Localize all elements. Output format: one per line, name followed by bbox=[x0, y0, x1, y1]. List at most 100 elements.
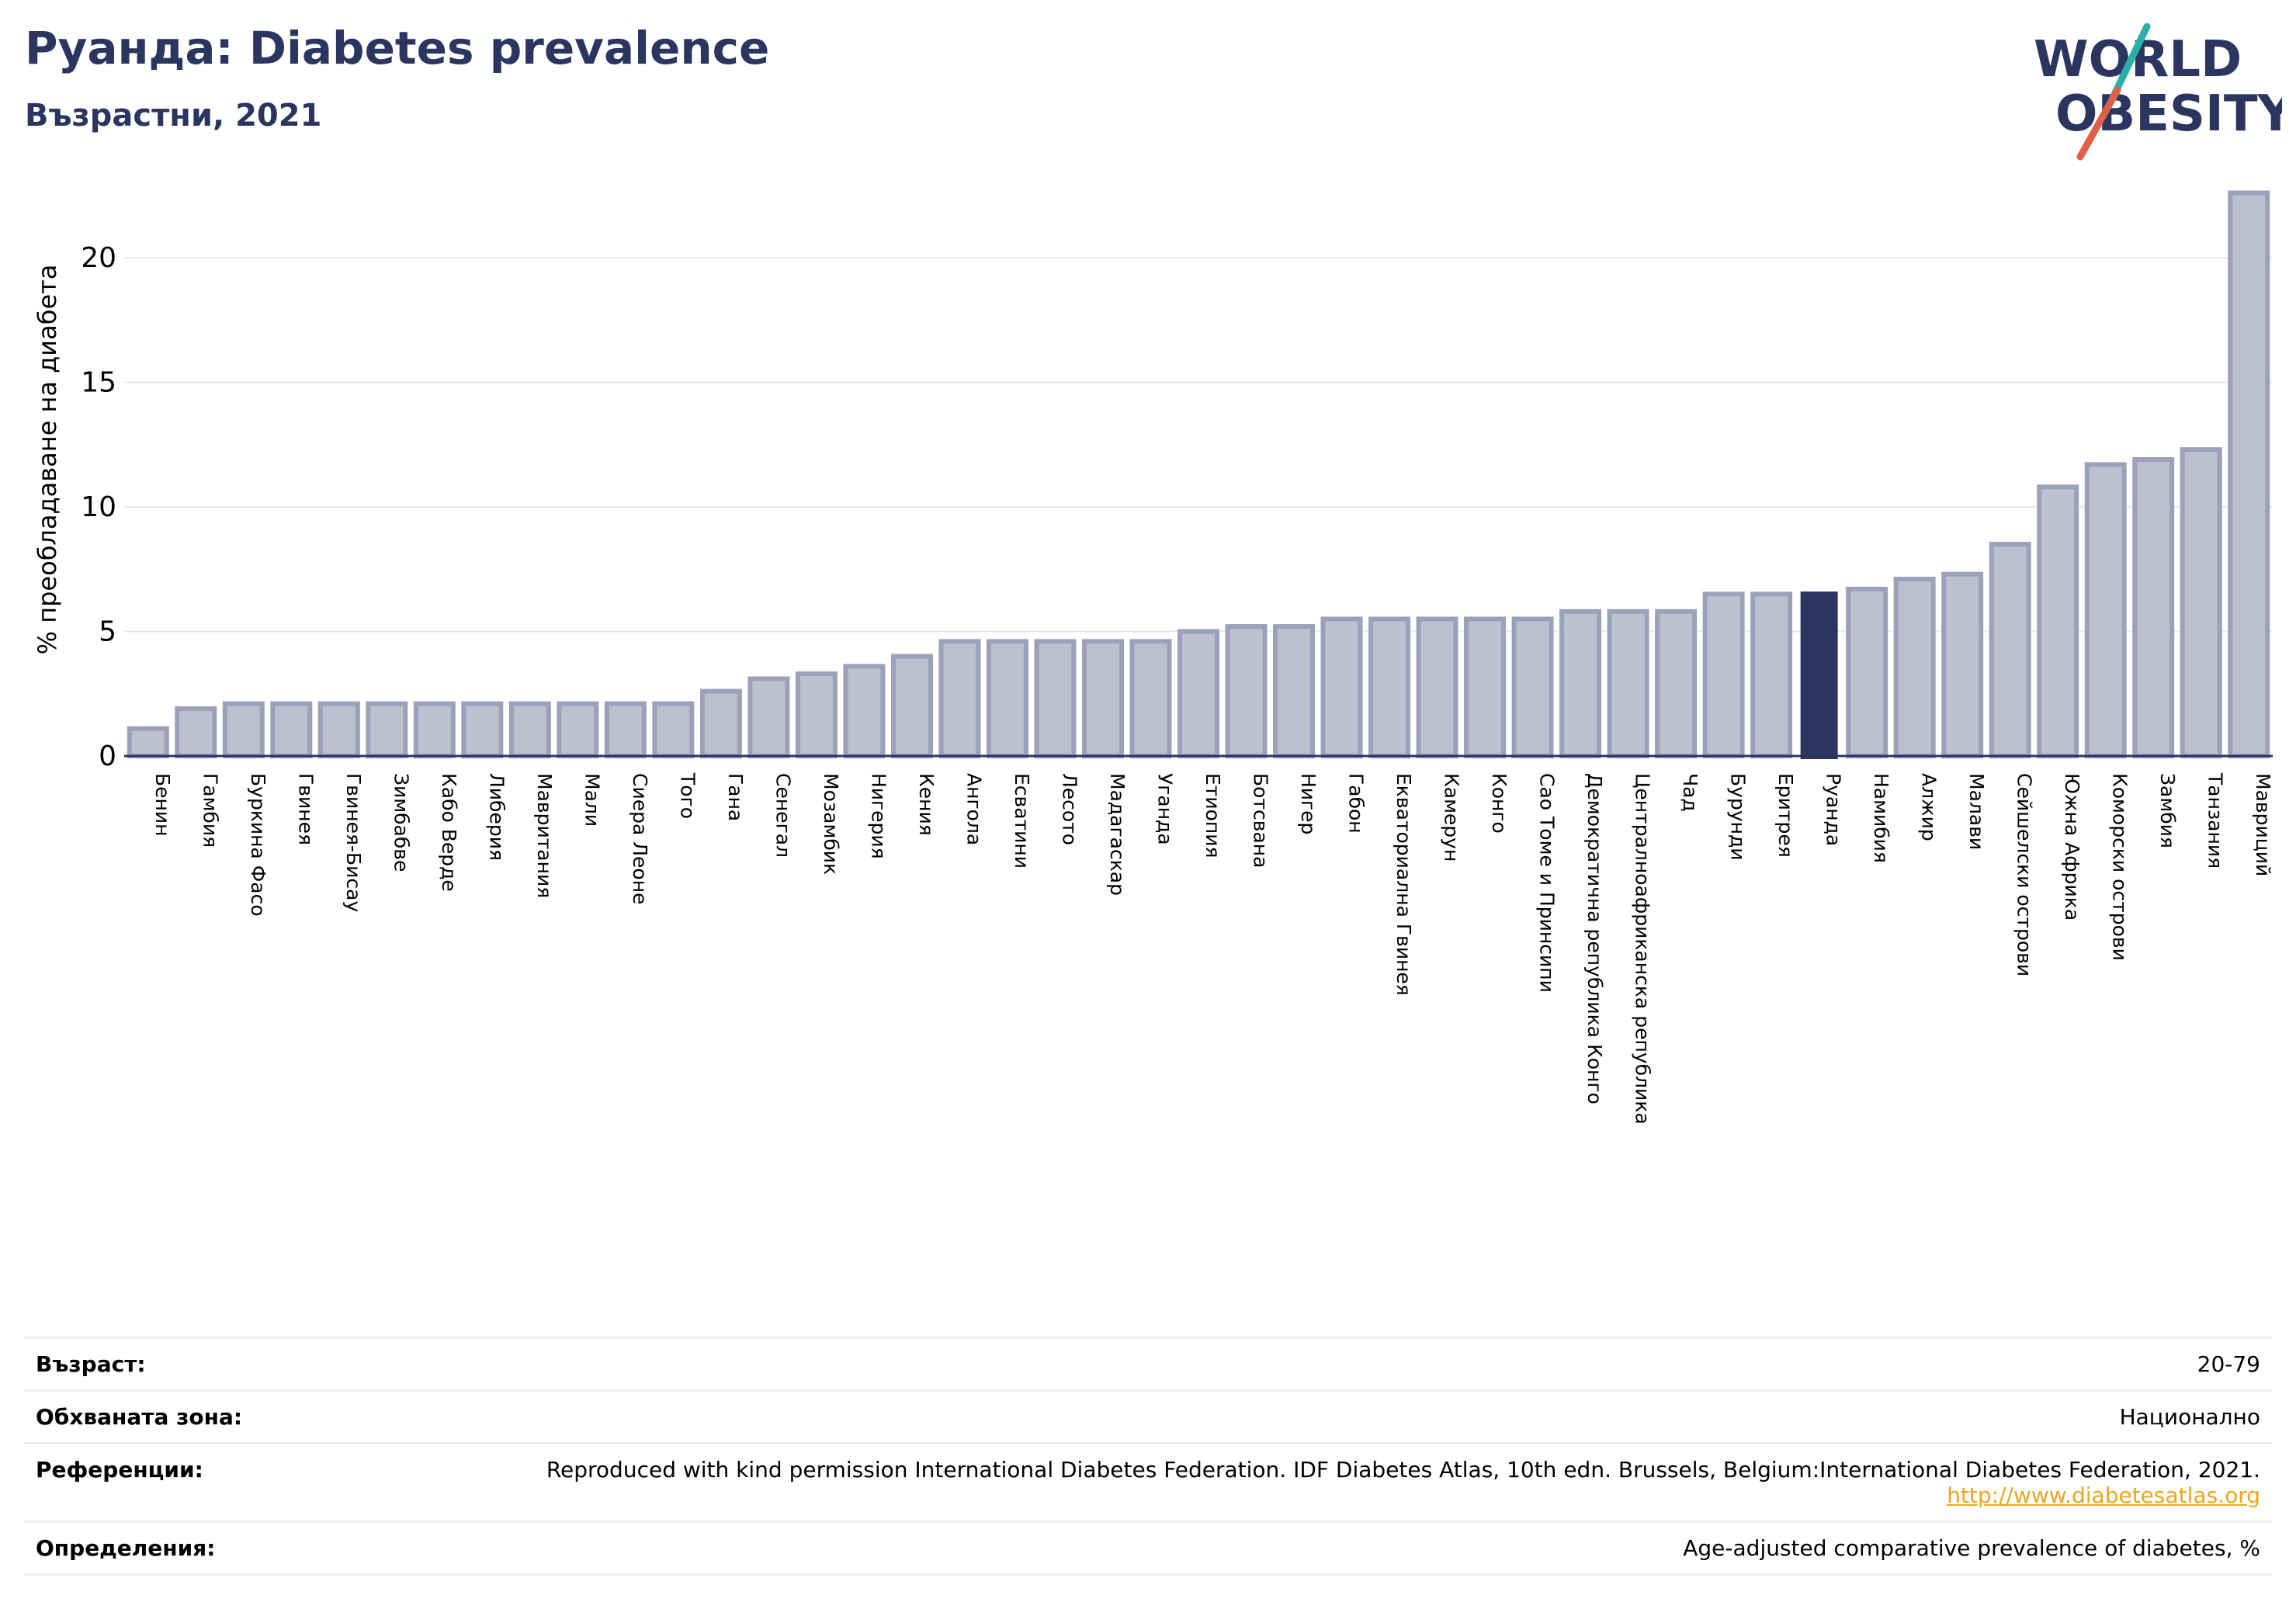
bar-22 bbox=[1177, 629, 1219, 758]
x-tick-label: Мозамбик bbox=[820, 773, 842, 875]
x-tick-label: Танзания bbox=[2204, 772, 2227, 869]
x-tick-label: Конго bbox=[1488, 773, 1510, 834]
bar-4 bbox=[317, 701, 360, 759]
info-label: Обхваната зона: bbox=[36, 1404, 243, 1430]
bar-32 bbox=[1655, 609, 1698, 758]
info-row: Обхваната зона: Национално bbox=[23, 1390, 2273, 1444]
bar-23 bbox=[1225, 624, 1268, 759]
bar-17 bbox=[938, 639, 981, 759]
x-axis-ticks: Бенин Гамбия Буркина Фасо Гвинея Гвинея-Биса… bbox=[151, 772, 2274, 1125]
x-tick-label: Етиопия bbox=[1202, 773, 1224, 858]
x-tick-label: Чад bbox=[1679, 773, 1701, 812]
y-tick-label: 0 bbox=[99, 740, 116, 772]
bar-13 bbox=[747, 676, 790, 758]
x-tick-label: Кабо Верде bbox=[438, 773, 460, 892]
bar-43 bbox=[2180, 447, 2222, 758]
bar-18 bbox=[986, 639, 1028, 759]
x-tick-label: Централноафриканска република bbox=[1632, 773, 1654, 1125]
x-tick-label: Руанда bbox=[1823, 773, 1845, 846]
chart-subtitle: Възрастни, 2021 bbox=[25, 98, 322, 134]
x-tick-label: Сенегал bbox=[772, 773, 794, 858]
x-tick-label: Нигер bbox=[1297, 773, 1320, 834]
x-tick-label: Демократична република Конго bbox=[1583, 773, 1606, 1105]
bar-9 bbox=[557, 701, 599, 759]
info-label: Референции: bbox=[36, 1457, 203, 1483]
x-tick-label: Мавриций bbox=[2252, 773, 2274, 876]
y-tick-label: 5 bbox=[99, 616, 116, 648]
info-value-text: Reproduced with kind permission Internat… bbox=[546, 1457, 2260, 1483]
logo-slash-red bbox=[2076, 86, 2121, 161]
x-tick-label: Еритрея bbox=[1774, 773, 1797, 858]
x-tick-label: Алжир bbox=[1918, 773, 1941, 841]
bars bbox=[127, 190, 2270, 759]
bar-28 bbox=[1464, 616, 1507, 759]
info-value-text: 20-79 bbox=[2197, 1351, 2260, 1377]
x-tick-label: Гвинея bbox=[294, 773, 317, 845]
x-tick-label: Мавритания bbox=[533, 773, 556, 898]
x-tick-label: Того bbox=[676, 772, 699, 819]
bar-42 bbox=[2132, 457, 2175, 758]
bar-44 bbox=[2228, 190, 2270, 759]
x-tick-label: Есватини bbox=[1011, 773, 1033, 869]
bar-1 bbox=[175, 706, 217, 759]
info-value: Reproduced with kind permission Internat… bbox=[452, 1444, 2273, 1522]
bar-8 bbox=[508, 701, 551, 759]
bar-16 bbox=[890, 654, 933, 758]
bar-5 bbox=[366, 701, 408, 759]
info-row: Възраст: 20-79 bbox=[23, 1337, 2273, 1391]
x-tick-label: Малави bbox=[1965, 773, 1988, 850]
world-obesity-logo: WORLD OBESITY bbox=[2034, 23, 2282, 161]
bar-36 bbox=[1846, 586, 1888, 758]
x-tick-label: Сейшелски острови bbox=[2013, 773, 2036, 976]
info-table: Възраст: 20-79 Обхваната зона: Национално Ре… bbox=[23, 1337, 2273, 1576]
x-tick-label: Зимбабве bbox=[390, 773, 412, 872]
x-tick-label: Бурунди bbox=[1727, 773, 1750, 861]
chart-title: Руанда: Diabetes prevalence bbox=[25, 22, 770, 75]
info-value: Национално bbox=[452, 1391, 2273, 1444]
bar-20 bbox=[1081, 639, 1124, 759]
x-tick-label: Замбия bbox=[2156, 773, 2179, 848]
bar-6 bbox=[413, 701, 456, 759]
x-tick-label: Сао Томе и Принсипи bbox=[1536, 773, 1559, 993]
info-value: 20-79 bbox=[452, 1338, 2273, 1391]
x-tick-label: Камерун bbox=[1441, 773, 1463, 862]
x-tick-label: Мали bbox=[581, 773, 603, 827]
x-tick-label: Мадагаскар bbox=[1106, 773, 1129, 896]
bar-26 bbox=[1368, 616, 1411, 759]
bar-10 bbox=[604, 701, 647, 759]
bar-30 bbox=[1559, 609, 1602, 758]
info-label: Определения: bbox=[36, 1535, 216, 1561]
bar-14 bbox=[795, 671, 838, 759]
x-tick-label: Южна Африка bbox=[2061, 773, 2083, 921]
bar-27 bbox=[1416, 616, 1458, 759]
bar-33 bbox=[1702, 591, 1745, 758]
x-tick-label: Гана bbox=[724, 773, 747, 821]
x-tick-label: Габон bbox=[1345, 773, 1368, 834]
bar-29 bbox=[1511, 616, 1554, 759]
info-row: Референции: Reproduced with kind permissi… bbox=[23, 1443, 2273, 1522]
bar-38 bbox=[1941, 571, 1984, 758]
info-value: Age-adjusted comparative prevalence of d… bbox=[452, 1522, 2273, 1575]
bar-39 bbox=[1989, 542, 2031, 759]
x-tick-label: Намибия bbox=[1870, 773, 1892, 863]
info-value-text: Age-adjusted comparative prevalence of d… bbox=[1683, 1535, 2260, 1561]
x-tick-label: Гвинея-Бисау bbox=[342, 773, 365, 912]
bar-19 bbox=[1034, 639, 1077, 759]
x-tick-label: Сиера Леоне bbox=[629, 773, 651, 904]
x-tick-label: Нигерия bbox=[867, 773, 890, 859]
x-tick-label: Ангола bbox=[962, 773, 985, 845]
bar-3 bbox=[270, 701, 313, 759]
x-tick-label: Лесото bbox=[1058, 773, 1080, 845]
y-axis-ticks: 0 5 10 15 20 bbox=[81, 242, 116, 772]
info-row: Определения: Age-adjusted comparative pre… bbox=[23, 1521, 2273, 1575]
bar-12 bbox=[699, 688, 742, 758]
reference-link[interactable]: http://www.diabetesatlas.org bbox=[1947, 1483, 2260, 1508]
y-tick-label: 20 bbox=[81, 242, 116, 274]
bar-41 bbox=[2084, 462, 2127, 758]
info-label: Възраст: bbox=[36, 1351, 146, 1377]
bar-37 bbox=[1893, 577, 1936, 759]
bar-2 bbox=[222, 701, 265, 759]
x-tick-label: Ботсвана bbox=[1250, 773, 1272, 868]
bar-21 bbox=[1129, 639, 1172, 759]
x-tick-label: Бенин bbox=[151, 773, 174, 836]
